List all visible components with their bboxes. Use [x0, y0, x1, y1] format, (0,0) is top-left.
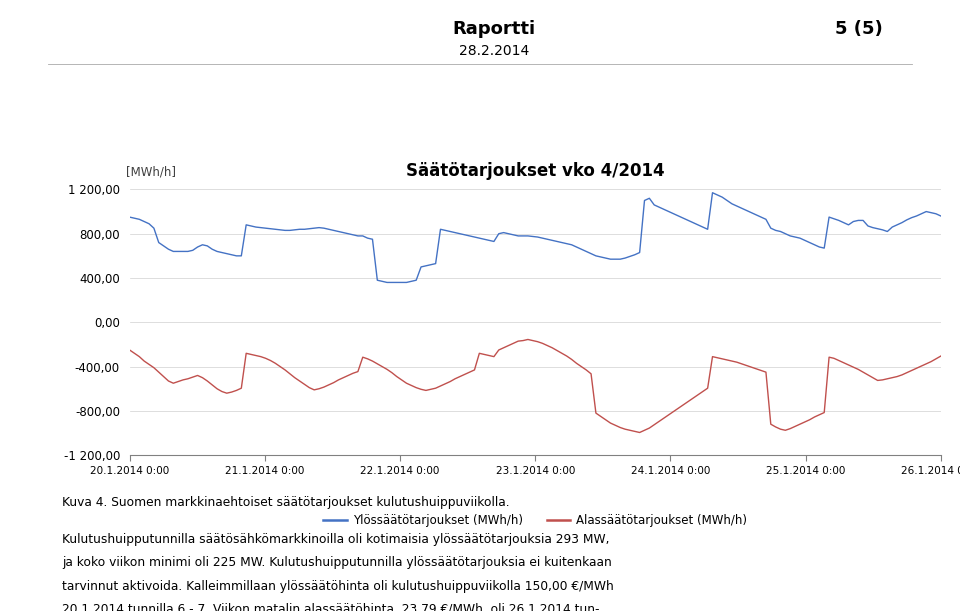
Text: Kulutushuipputunnilla säätösähkömarkkinoilla oli kotimaisia ylössäätötarjouksia : Kulutushuipputunnilla säätösähkömarkkino…	[62, 533, 610, 546]
Text: 20.1.2014 tunnilla 6 - 7. Viikon matalin alassäätöhinta, 23,79 €/MWh, oli 26.1.2: 20.1.2014 tunnilla 6 - 7. Viikon matalin…	[62, 603, 600, 611]
Text: ja koko viikon minimi oli 225 MW. Kulutushuipputunnilla ylössäätötarjouksia ei k: ja koko viikon minimi oli 225 MW. Kulutu…	[62, 557, 612, 569]
Text: [MWh/h]: [MWh/h]	[126, 166, 176, 179]
Text: tarvinnut aktivoida. Kalleimmillaan ylössäätöhinta oli kulutushuippuviikolla 150: tarvinnut aktivoida. Kalleimmillaan ylös…	[62, 580, 614, 593]
Text: 28.2.2014: 28.2.2014	[459, 44, 530, 58]
Text: 5 (5): 5 (5)	[835, 20, 883, 37]
Text: Raportti: Raportti	[453, 20, 536, 37]
Legend: Ylössäätötarjoukset (MWh/h), Alassäätötarjoukset (MWh/h): Ylössäätötarjoukset (MWh/h), Alassäätöta…	[319, 509, 752, 532]
Title: Säätötarjoukset vko 4/2014: Säätötarjoukset vko 4/2014	[406, 161, 664, 180]
Text: Kuva 4. Suomen markkinaehtoiset säätötarjoukset kulutushuippuviikolla.: Kuva 4. Suomen markkinaehtoiset säätötar…	[62, 496, 510, 509]
